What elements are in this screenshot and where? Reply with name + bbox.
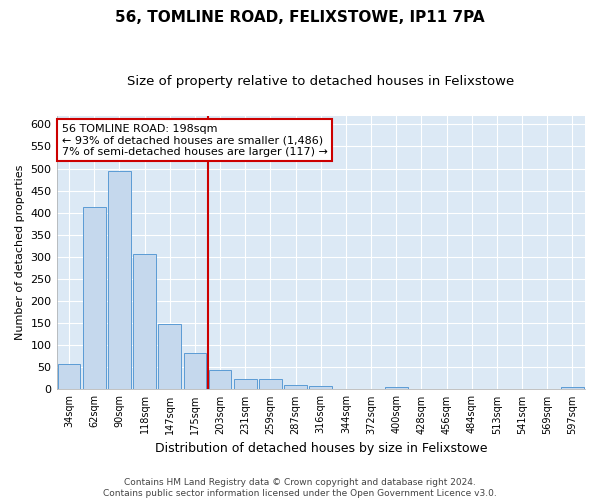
Bar [209, 370, 232, 390]
Title: Size of property relative to detached houses in Felixstowe: Size of property relative to detached ho… [127, 75, 514, 88]
Text: 56 TOMLINE ROAD: 198sqm
← 93% of detached houses are smaller (1,486)
7% of semi-: 56 TOMLINE ROAD: 198sqm ← 93% of detache… [62, 124, 328, 157]
Text: 56, TOMLINE ROAD, FELIXSTOWE, IP11 7PA: 56, TOMLINE ROAD, FELIXSTOWE, IP11 7PA [115, 10, 485, 25]
Bar [561, 387, 584, 390]
Bar [385, 387, 407, 390]
Bar [184, 353, 206, 390]
Bar [310, 386, 332, 390]
Bar [108, 171, 131, 390]
Bar [133, 254, 156, 390]
Bar [234, 379, 257, 390]
Bar [58, 364, 80, 390]
Bar [284, 385, 307, 390]
Bar [83, 208, 106, 390]
Bar [158, 324, 181, 390]
X-axis label: Distribution of detached houses by size in Felixstowe: Distribution of detached houses by size … [155, 442, 487, 455]
Y-axis label: Number of detached properties: Number of detached properties [15, 165, 25, 340]
Bar [259, 379, 282, 390]
Text: Contains HM Land Registry data © Crown copyright and database right 2024.
Contai: Contains HM Land Registry data © Crown c… [103, 478, 497, 498]
